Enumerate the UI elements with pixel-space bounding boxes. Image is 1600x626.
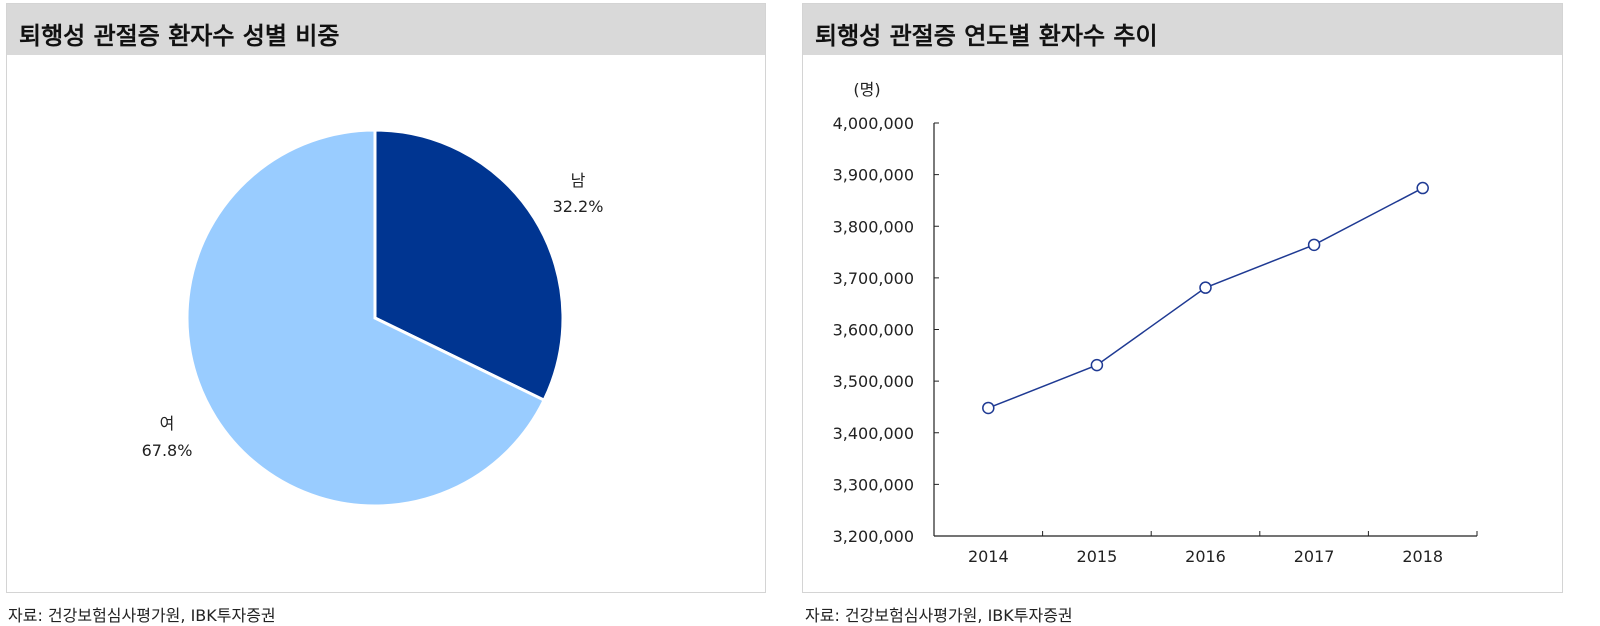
line-chart: (명) 3,200,000 3,300,000 3,400,000 3,500,000 3… (833, 80, 1478, 566)
data-point (982, 401, 995, 415)
x-tick-label: 2014 (968, 547, 1009, 566)
y-tick-label: 3,400,000 (833, 424, 914, 443)
y-tick-label: 3,700,000 (833, 269, 914, 288)
pie-chart-title: 퇴행성 관절증 환자수 성별 비중 (19, 22, 340, 50)
x-tick-label: 2016 (1185, 547, 1226, 566)
pie-chart: 남 32.2% 여 67.8% (142, 128, 604, 508)
line-chart-title: 퇴행성 관절증 연도별 환자수 추이 (815, 22, 1158, 50)
data-point (1416, 181, 1429, 195)
line-panel-header: 퇴행성 관절증 연도별 환자수 추이 (803, 4, 1562, 55)
pie-slice-value-label: 32.2% (553, 197, 604, 216)
pie-slice-female (185, 128, 547, 508)
data-point (1090, 358, 1104, 372)
pie-slice-value-label: 67.8% (142, 441, 193, 460)
pie-slice-male (373, 128, 565, 403)
x-tick-label: 2017 (1294, 547, 1335, 566)
line-panel: 퇴행성 관절증 연도별 환자수 추이 (명) 3,200,000 3,300,000… (802, 3, 1563, 593)
y-tick-label: 3,200,000 (833, 527, 914, 546)
x-tick-label: 2015 (1077, 547, 1118, 566)
y-tick-label: 3,300,000 (833, 475, 914, 494)
pie-panel: 퇴행성 관절증 환자수 성별 비중 남 32.2% 여 67.8% (6, 3, 766, 593)
data-point (1199, 281, 1212, 294)
y-tick-label: 3,600,000 (833, 321, 914, 340)
y-tick-label: 3,500,000 (833, 372, 914, 391)
x-tick-label: 2018 (1402, 547, 1443, 566)
pie-slice-label: 남 (571, 171, 586, 190)
y-tick-label: 4,000,000 (833, 114, 914, 133)
pie-panel-header: 퇴행성 관절증 환자수 성별 비중 (7, 4, 765, 55)
pie-source-note: 자료: 건강보험심사평가원, IBK투자증권 (8, 606, 276, 625)
y-tick-label: 3,900,000 (833, 166, 914, 185)
series-line (988, 187, 1424, 409)
data-point (1307, 238, 1321, 252)
line-source-note: 자료: 건강보험심사평가원, IBK투자증권 (805, 606, 1073, 625)
y-axis-unit-label: (명) (853, 80, 880, 99)
y-tick-label: 3,800,000 (833, 217, 914, 236)
pie-slice-label: 여 (160, 414, 175, 433)
